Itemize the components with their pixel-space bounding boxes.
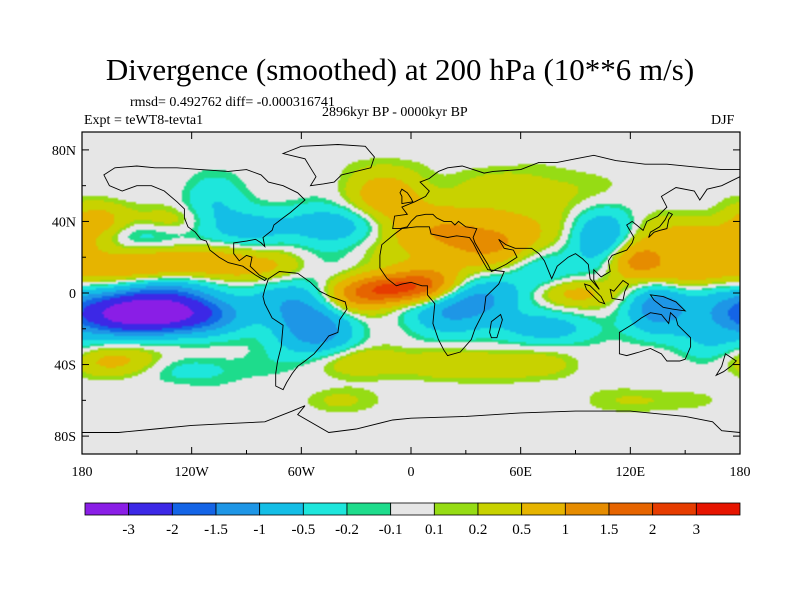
colorbar-swatch	[259, 502, 304, 516]
y-tick-label: 80N	[52, 144, 76, 159]
x-tick-label: 60E	[509, 465, 532, 480]
colorbar-swatch	[695, 502, 741, 516]
x-axis: 180 120W 60W 0 60E 120E 180	[72, 132, 751, 480]
colorbar-label: -1	[253, 522, 266, 538]
coastline-north-america	[103, 165, 306, 282]
colorbar-label: 2	[649, 522, 657, 538]
colorbar-label: 0.5	[512, 522, 531, 538]
coastlines	[82, 144, 741, 433]
coastline-borneo	[609, 279, 630, 301]
colorbar-swatch	[608, 502, 654, 516]
colorbar-swatch	[521, 502, 566, 516]
colorbar-label: -0.2	[335, 522, 359, 538]
coastline-greenland	[281, 144, 375, 187]
colorbar-label: 3	[693, 522, 701, 538]
y-tick-label: 0	[69, 287, 76, 302]
x-tick-label: 180	[730, 465, 751, 480]
colorbar-label: -2	[166, 522, 179, 538]
colorbar: -3 -2 -1.5 -1 -0.5 -0.2 -0.1 0.1 0.2 0.5 1 1.5 2 3	[84, 502, 741, 538]
colorbar-swatch	[84, 502, 130, 516]
coastline-new-guinea	[649, 294, 687, 312]
x-tick-label: 180	[72, 465, 93, 480]
divergence-field	[82, 132, 740, 454]
coastline-sumatra	[583, 283, 606, 305]
colorbar-swatch	[652, 502, 697, 516]
y-tick-label: 80S	[54, 430, 76, 445]
coastline-eurasia	[392, 154, 741, 290]
colorbar-label: 0.2	[469, 522, 488, 538]
x-tick-label: 120W	[175, 465, 210, 480]
colorbar-swatch	[433, 502, 479, 516]
y-tick-label: 40S	[54, 359, 76, 374]
y-tick-label: 40N	[52, 215, 76, 230]
colorbar-label: 1	[562, 522, 570, 538]
colorbar-swatch	[128, 502, 173, 516]
season-label: DJF	[711, 113, 735, 128]
colorbar-swatch	[390, 502, 435, 516]
colorbar-label: -0.1	[379, 522, 403, 538]
colorbar-swatch	[171, 502, 217, 516]
colorbar-label: -0.5	[291, 522, 315, 538]
colorbar-swatch	[215, 502, 261, 516]
coastline-antarctica	[82, 405, 741, 433]
coastline-new-zealand	[715, 353, 738, 377]
colorbar-label: -1.5	[204, 522, 228, 538]
x-tick-label: 0	[408, 465, 415, 480]
x-tick-label: 120E	[616, 465, 646, 480]
coastline-south-america	[262, 271, 348, 391]
coastline-madagascar	[489, 313, 503, 339]
coastline-africa	[379, 226, 505, 357]
coastline-japan	[648, 211, 674, 238]
chart-title: Divergence (smoothed) at 200 hPa (10**6 …	[105, 52, 695, 87]
y-axis: 80N 40N 0 40S 80S	[52, 144, 740, 445]
colorbar-label: 1.5	[600, 522, 619, 538]
stats-text: rmsd= 0.492762 diff= -0.000316741	[130, 95, 335, 110]
coastline-australia	[618, 311, 692, 362]
colorbar-swatch	[477, 502, 523, 516]
colorbar-swatch	[302, 502, 348, 516]
colorbar-label: 0.1	[425, 522, 444, 538]
colorbar-swatch	[346, 502, 392, 516]
coastline-britain	[399, 188, 414, 205]
period-text: 2896kyr BP - 0000kyr BP	[322, 105, 468, 120]
colorbar-swatch	[564, 502, 610, 516]
x-tick-label: 60W	[288, 465, 316, 480]
experiment-text: Expt = teWT8-tevta1	[84, 113, 204, 128]
colorbar-label: -3	[122, 522, 135, 538]
